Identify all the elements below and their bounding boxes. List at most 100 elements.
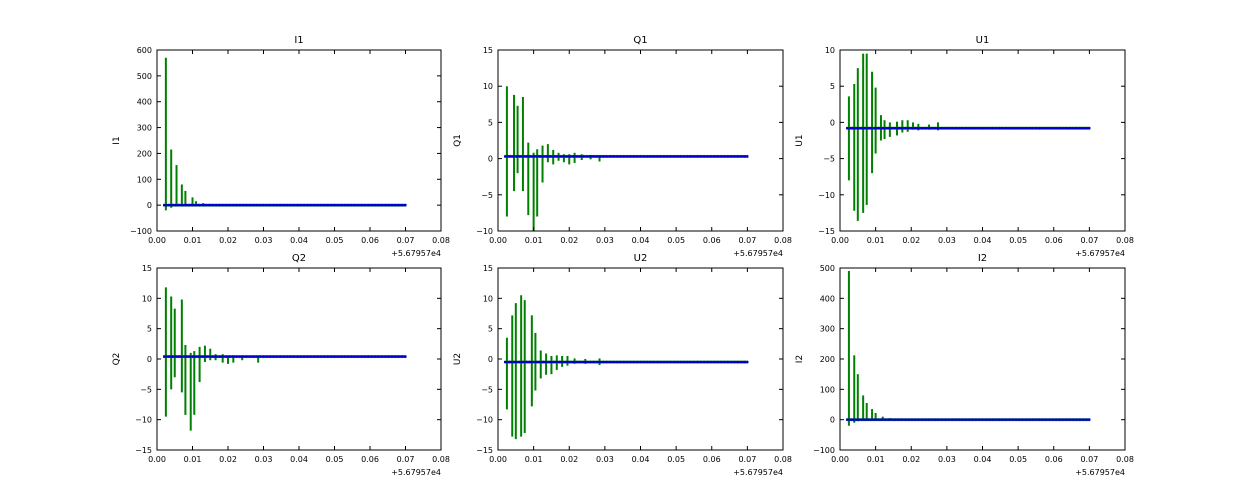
data-point	[941, 127, 944, 130]
data-point	[1054, 418, 1057, 421]
data-point	[367, 355, 370, 358]
data-point	[181, 355, 184, 358]
data-point	[239, 204, 242, 207]
data-point	[744, 360, 748, 364]
data-point	[720, 155, 723, 158]
data-point	[623, 360, 626, 364]
data-point	[1038, 127, 1041, 130]
data-point	[1084, 418, 1087, 421]
x-tick-label: 0.04	[632, 455, 650, 464]
data-point	[225, 204, 228, 207]
x-tick-label: 0.06	[361, 455, 379, 464]
data-point	[722, 360, 725, 364]
data-point	[853, 418, 856, 421]
data-point	[997, 418, 1000, 421]
data-point	[343, 204, 346, 207]
data-point	[222, 204, 225, 207]
data-point	[662, 360, 665, 364]
data-point	[1028, 127, 1031, 130]
data-point	[856, 127, 859, 130]
data-point	[390, 204, 393, 207]
data-point	[875, 127, 879, 130]
data-point	[938, 127, 941, 130]
data-point	[1004, 127, 1007, 130]
data-point	[370, 204, 373, 207]
data-point	[180, 204, 183, 207]
data-point	[1024, 418, 1027, 421]
data-point	[960, 127, 963, 130]
data-point	[341, 204, 345, 207]
data-point	[349, 204, 352, 207]
data-point	[1029, 418, 1033, 421]
data-point	[354, 204, 357, 207]
data-point	[732, 155, 735, 158]
y-axis-label: Q2	[112, 353, 122, 366]
data-point	[998, 127, 1001, 130]
data-point	[670, 360, 673, 364]
data-point	[1078, 127, 1081, 130]
data-point	[541, 360, 544, 364]
data-point	[932, 418, 936, 421]
data-point	[306, 204, 309, 207]
data-point	[1045, 418, 1048, 421]
data-point	[561, 155, 564, 158]
data-point	[266, 204, 269, 207]
data-point	[934, 127, 937, 130]
data-point	[856, 418, 859, 421]
x-tick-label: 0.07	[738, 236, 756, 245]
data-point	[977, 418, 980, 421]
data-point	[551, 155, 554, 158]
data-point	[283, 204, 286, 207]
data-point	[1032, 127, 1035, 130]
data-point	[295, 355, 298, 358]
data-point	[504, 360, 507, 364]
data-point	[177, 355, 180, 358]
data-point	[702, 360, 705, 364]
data-point	[516, 155, 520, 158]
data-point	[1074, 127, 1077, 130]
data-point	[1042, 127, 1045, 130]
data-point	[911, 418, 914, 421]
data-point	[616, 360, 619, 364]
data-point	[282, 204, 285, 207]
data-point	[1048, 418, 1051, 421]
data-point	[995, 418, 998, 421]
data-point	[366, 355, 369, 358]
y-axis-label: Q1	[453, 134, 463, 147]
data-point	[893, 418, 896, 421]
data-point	[170, 355, 173, 358]
data-point	[278, 204, 281, 207]
data-point	[401, 204, 404, 207]
data-point	[351, 204, 355, 207]
data-point	[395, 204, 399, 207]
data-point	[858, 418, 862, 421]
data-point	[287, 204, 291, 207]
data-point	[387, 204, 390, 207]
data-point	[582, 360, 585, 364]
data-point	[263, 204, 267, 207]
data-point	[1051, 127, 1054, 130]
data-point	[704, 360, 708, 364]
data-point	[522, 360, 525, 364]
data-point	[649, 360, 652, 364]
data-point	[885, 418, 889, 421]
data-point	[911, 127, 914, 130]
data-point	[235, 204, 238, 207]
data-point	[1038, 418, 1041, 421]
data-point	[177, 204, 180, 207]
data-point	[351, 355, 355, 358]
data-point	[539, 155, 542, 158]
data-point	[322, 355, 325, 358]
data-point	[273, 355, 276, 358]
data-point	[189, 355, 193, 358]
data-point	[578, 155, 581, 158]
data-point	[188, 355, 191, 358]
data-point	[297, 355, 301, 358]
data-point	[283, 355, 286, 358]
data-point	[256, 204, 259, 207]
data-point	[955, 127, 958, 130]
data-point	[603, 155, 606, 158]
data-point	[393, 204, 396, 207]
data-point	[242, 355, 245, 358]
data-point	[1015, 418, 1018, 421]
